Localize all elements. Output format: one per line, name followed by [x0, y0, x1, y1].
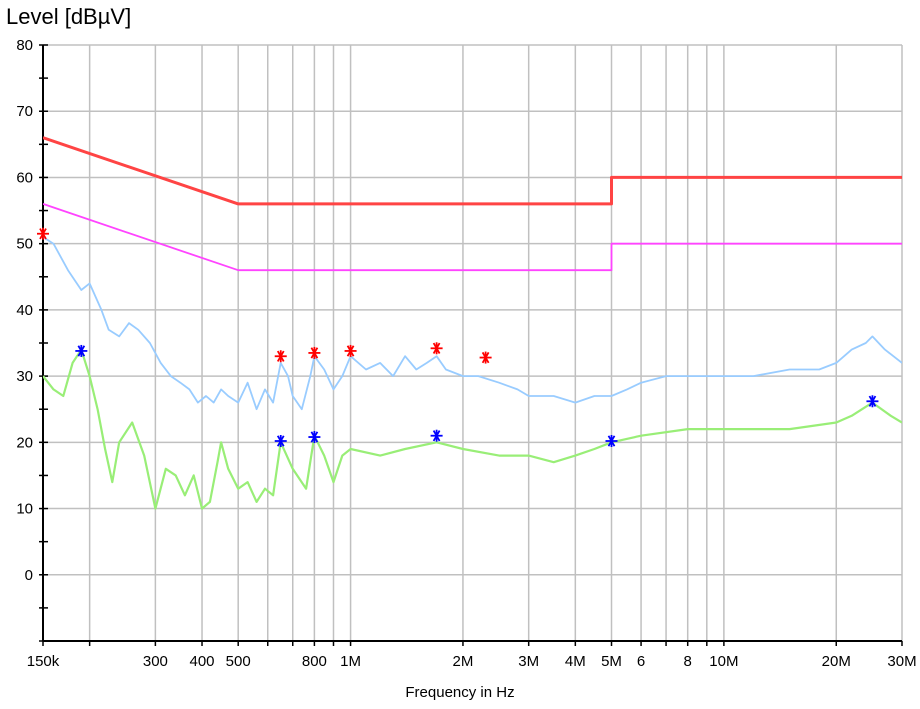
peak-marker [344, 344, 357, 357]
series-line [43, 136, 902, 206]
peak-marker [274, 350, 287, 363]
peak-marker [274, 435, 287, 448]
peak-marker [479, 351, 492, 364]
peak-marker [37, 227, 49, 240]
peak-marker [308, 431, 321, 444]
peak-marker [308, 346, 321, 359]
series-line [43, 236, 902, 411]
y-tick-label: 10 [16, 501, 33, 518]
y-tick-label: 40 [16, 302, 33, 319]
plot-area [43, 45, 902, 641]
y-axis-title: Level [dBµV] [6, 4, 132, 29]
peak-marker [75, 344, 88, 357]
peak-marker [430, 342, 443, 355]
y-tick-label: 0 [25, 567, 33, 584]
y-tick-label: 30 [16, 368, 33, 385]
x-tick-label: 5M [601, 653, 622, 670]
x-tick-label: 300 [143, 653, 168, 670]
x-axis-title: Frequency in Hz [405, 684, 515, 701]
x-tick-label: 20M [822, 653, 851, 670]
y-tick-label: 50 [16, 236, 33, 253]
peak-marker [866, 395, 879, 408]
x-tick-label: 6 [637, 653, 645, 670]
y-tick-label: 70 [16, 103, 33, 120]
y-tick-label: 80 [16, 37, 33, 54]
x-tick-label: 1M [340, 653, 361, 670]
x-tick-label: 8 [684, 653, 692, 670]
series-line [43, 348, 902, 510]
peak-marker [430, 429, 443, 442]
x-tick-label: 3M [518, 653, 539, 670]
x-tick-label: 2M [453, 653, 474, 670]
x-tick-label: 800 [302, 653, 327, 670]
x-tick-label: 4M [565, 653, 586, 670]
emission-chart: 0 10 20 30 40 50 60 70 80 150k 300 400 500 800 1M 2M 3M 4… [16, 37, 916, 670]
series-line [43, 203, 902, 272]
peak-marker [605, 435, 618, 448]
x-tick-label: 30M [887, 653, 916, 670]
y-tick-label: 60 [16, 169, 33, 186]
x-tick-label: 10M [709, 653, 738, 670]
x-tick-label: 400 [190, 653, 215, 670]
x-tick-label: 500 [226, 653, 251, 670]
y-tick-label: 20 [16, 434, 33, 451]
x-tick-label: 150k [27, 653, 60, 670]
